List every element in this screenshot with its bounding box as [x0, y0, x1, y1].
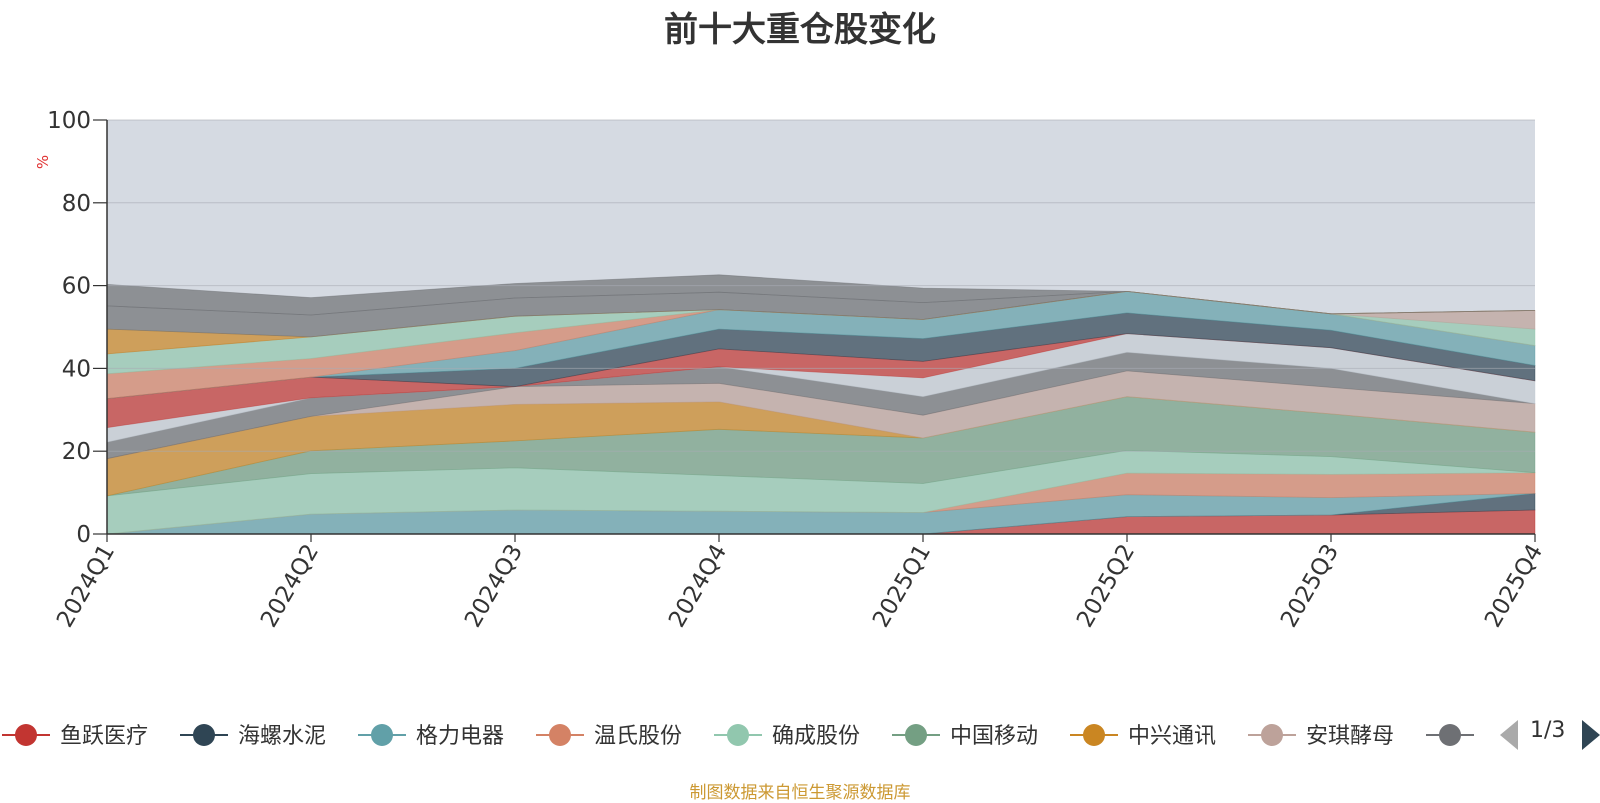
- legend-marker: [905, 724, 927, 746]
- y-tick-label: 80: [62, 191, 91, 217]
- legend-prev-icon[interactable]: [1500, 720, 1518, 750]
- chart-title: 前十大重仓股变化: [664, 10, 936, 50]
- x-tick-label: 2024Q2: [256, 540, 324, 632]
- x-tick-label: 2025Q1: [868, 540, 936, 632]
- y-tick-label: 60: [62, 274, 91, 300]
- legend-marker: [1261, 724, 1283, 746]
- x-tick-label: 2025Q3: [1276, 540, 1344, 632]
- y-tick-label: 20: [62, 439, 91, 465]
- legend: 鱼跃医疗 海螺水泥 格力电器 温氏股份 确成股份 中国移动 中兴通讯 安琪酵母 招: [2, 724, 1506, 749]
- legend-marker: [549, 724, 571, 746]
- area-series-18[interactable]: [106, 274, 1536, 316]
- legend-label: 温氏股份: [594, 724, 682, 749]
- x-tick-label: 2024Q3: [460, 540, 528, 632]
- y-tick-label: 40: [62, 356, 91, 382]
- legend-marker: [193, 724, 215, 746]
- x-tick-label: 2025Q4: [1480, 540, 1548, 632]
- legend-item[interactable]: 格力电器: [358, 724, 504, 749]
- legend-marker: [1083, 724, 1105, 746]
- plot-areas: [106, 120, 1536, 535]
- x-tick-label: 2025Q2: [1072, 540, 1140, 632]
- legend-page-indicator: 1/3: [1530, 718, 1566, 743]
- y-tick-label: 0: [76, 522, 91, 548]
- legend-label: 格力电器: [416, 724, 504, 749]
- legend-pager: 1/3: [1500, 718, 1600, 754]
- legend-marker: [727, 724, 749, 746]
- legend-item[interactable]: 招: [1426, 724, 1506, 749]
- legend-marker: [15, 724, 37, 746]
- legend-label: 确成股份: [772, 724, 860, 749]
- x-tick-label: 2024Q4: [664, 540, 732, 632]
- legend-item[interactable]: 鱼跃医疗: [2, 724, 148, 749]
- y-tick-label: 100: [47, 108, 91, 134]
- legend-item[interactable]: 中兴通讯: [1070, 724, 1216, 749]
- legend-item[interactable]: 中国移动: [892, 724, 1038, 749]
- source-note: 制图数据来自恒生聚源数据库: [689, 783, 911, 803]
- legend-item[interactable]: 温氏股份: [536, 724, 682, 749]
- legend-label: 中兴通讯: [1128, 724, 1216, 749]
- legend-label: 安琪酵母: [1306, 724, 1394, 749]
- legend-marker: [371, 724, 393, 746]
- legend-next-icon[interactable]: [1582, 720, 1600, 750]
- legend-item[interactable]: 海螺水泥: [180, 724, 326, 749]
- legend-label: 海螺水泥: [238, 724, 326, 749]
- grid-lines: [107, 119, 1535, 452]
- legend-label: 鱼跃医疗: [60, 724, 148, 749]
- y-axis-label: %: [34, 155, 52, 169]
- x-tick-label: 2024Q1: [52, 540, 120, 632]
- legend-item[interactable]: 确成股份: [714, 724, 860, 749]
- legend-item[interactable]: 安琪酵母: [1248, 724, 1394, 749]
- legend-marker: [1439, 724, 1461, 746]
- legend-label: 中国移动: [950, 724, 1038, 749]
- stacked-area-chart: 0 20 40 60 80 100% 2024Q1 2024Q2 2024Q3 2024Q4 202…: [2, 108, 1548, 749]
